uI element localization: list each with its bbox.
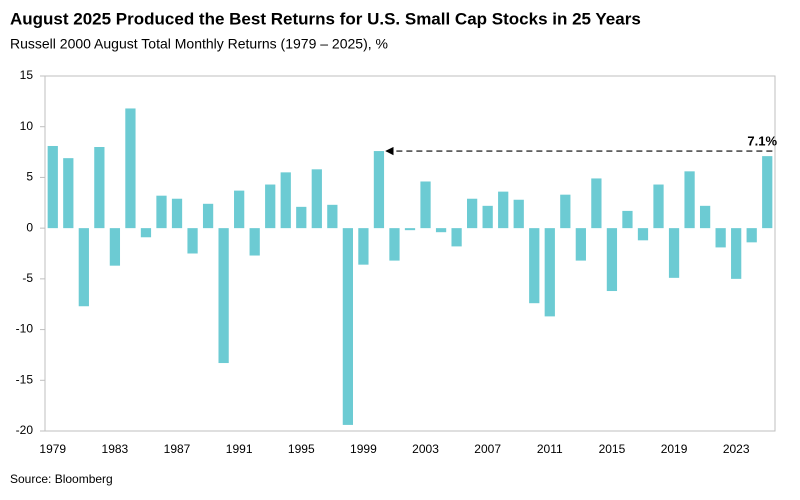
bar <box>389 228 400 261</box>
x-tick-label: 1987 <box>164 442 191 456</box>
bar <box>78 228 89 307</box>
bar <box>342 228 353 425</box>
bar <box>140 228 152 238</box>
bar <box>529 228 540 304</box>
x-tick-label: 1995 <box>288 442 315 456</box>
y-tick-label: 10 <box>20 119 34 133</box>
x-tick-label: 2015 <box>599 442 626 456</box>
bar <box>109 228 121 266</box>
x-tick-label: 2003 <box>412 442 439 456</box>
bar <box>653 184 664 229</box>
bar <box>606 228 618 292</box>
bar <box>482 205 493 229</box>
bar <box>622 210 633 229</box>
bar <box>404 228 416 231</box>
y-tick-label: 15 <box>20 68 34 82</box>
bar <box>296 206 307 229</box>
bar <box>637 228 649 241</box>
bar <box>762 156 773 229</box>
chart-title: August 2025 Produced the Best Returns fo… <box>10 9 641 28</box>
bar <box>591 178 602 229</box>
bar <box>373 151 385 229</box>
bar <box>187 228 198 254</box>
plot-frame <box>44 75 776 432</box>
y-tick-label: -10 <box>16 322 34 336</box>
bar <box>234 190 245 229</box>
bar <box>731 228 742 279</box>
bar <box>699 205 711 229</box>
y-tick-label: -5 <box>22 271 33 285</box>
bar <box>358 228 369 265</box>
bar <box>47 145 58 229</box>
bar <box>544 228 555 317</box>
x-tick-label: 1999 <box>350 442 377 456</box>
x-tick-label: 1983 <box>102 442 129 456</box>
bar <box>63 158 74 229</box>
chart-subtitle: Russell 2000 August Total Monthly Return… <box>10 36 388 52</box>
bar <box>513 199 524 229</box>
bar <box>560 194 571 229</box>
bar <box>327 204 338 229</box>
bar <box>125 108 136 229</box>
bar <box>202 203 214 229</box>
bar <box>467 198 478 229</box>
bar <box>668 228 680 278</box>
bar <box>280 172 291 229</box>
bar <box>311 169 322 229</box>
bar <box>249 228 260 256</box>
bar <box>94 147 105 229</box>
bar <box>746 228 757 243</box>
bar <box>715 228 726 248</box>
bar <box>498 191 509 229</box>
x-tick-label: 1991 <box>226 442 253 456</box>
bar <box>575 228 586 261</box>
bar <box>451 228 462 247</box>
x-tick-label: 2007 <box>474 442 501 456</box>
bar <box>435 228 447 233</box>
y-tick-label: 0 <box>26 220 33 234</box>
source-note: Source: Bloomberg <box>10 472 113 486</box>
y-tick-label: 5 <box>26 170 33 184</box>
bar <box>156 195 167 229</box>
y-tick-label: -15 <box>16 372 34 386</box>
x-tick-label: 2011 <box>537 442 563 456</box>
bar <box>265 184 276 229</box>
value-label: 7.1% <box>747 134 777 149</box>
x-tick-label: 1979 <box>39 442 66 456</box>
bar <box>171 198 183 229</box>
y-tick-label: -20 <box>16 423 34 437</box>
x-tick-label: 2023 <box>723 442 750 456</box>
x-tick-label: 2019 <box>661 442 688 456</box>
bar <box>218 228 229 364</box>
bar <box>684 171 695 229</box>
bar <box>420 181 431 229</box>
